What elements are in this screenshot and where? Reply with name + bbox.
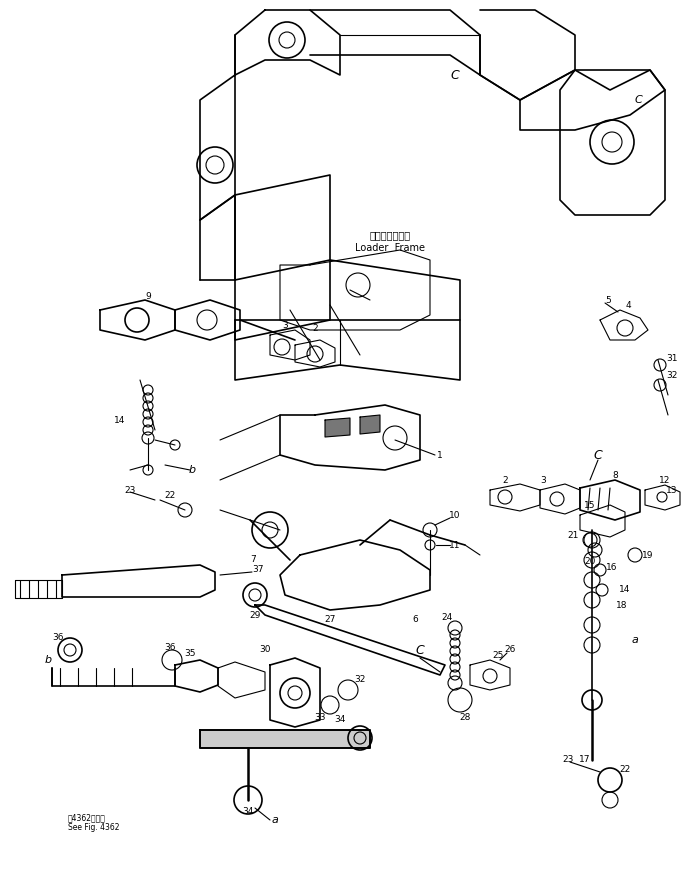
Polygon shape — [360, 415, 380, 434]
Text: 18: 18 — [617, 600, 627, 610]
Text: 9: 9 — [145, 292, 151, 300]
Text: 2: 2 — [502, 476, 508, 484]
Text: 14: 14 — [115, 415, 125, 424]
Text: 2: 2 — [312, 323, 318, 333]
Text: 7: 7 — [250, 556, 256, 564]
Text: 27: 27 — [325, 616, 336, 625]
Text: b: b — [44, 655, 52, 665]
Text: 34: 34 — [334, 715, 346, 725]
Text: 15: 15 — [584, 501, 596, 510]
Text: 19: 19 — [642, 550, 654, 559]
Text: C: C — [634, 95, 642, 105]
Text: 図4362図参照: 図4362図参照 — [68, 814, 106, 822]
Text: 3: 3 — [282, 321, 288, 329]
Text: 3: 3 — [540, 476, 546, 484]
Text: 32: 32 — [355, 676, 366, 685]
Text: 8: 8 — [612, 470, 618, 480]
Text: C: C — [415, 644, 424, 657]
Text: 16: 16 — [606, 564, 618, 572]
Text: See Fig. 4362: See Fig. 4362 — [68, 823, 119, 833]
Text: 24: 24 — [441, 613, 453, 623]
Text: 17: 17 — [579, 755, 591, 765]
Text: 12: 12 — [659, 476, 670, 484]
Text: C: C — [451, 69, 460, 82]
Text: 33: 33 — [314, 713, 326, 723]
Text: 22: 22 — [164, 490, 176, 499]
Text: 21: 21 — [567, 530, 579, 539]
Text: 23: 23 — [124, 485, 136, 495]
Text: 13: 13 — [666, 485, 678, 495]
Text: b: b — [188, 465, 196, 475]
Text: 23: 23 — [563, 755, 574, 765]
Text: 36: 36 — [164, 644, 176, 652]
Text: ローダフレーム: ローダフレーム — [370, 230, 411, 240]
Text: 10: 10 — [449, 510, 461, 519]
Text: 34: 34 — [242, 807, 254, 816]
Text: 14: 14 — [619, 585, 631, 595]
Text: 29: 29 — [250, 611, 261, 619]
Text: 1: 1 — [437, 450, 443, 460]
Text: 35: 35 — [184, 649, 196, 658]
Text: 20: 20 — [584, 557, 595, 566]
Text: 36: 36 — [53, 633, 63, 643]
Text: 4: 4 — [625, 300, 631, 309]
Text: 30: 30 — [259, 645, 271, 654]
Text: 37: 37 — [252, 565, 264, 575]
Text: 6: 6 — [412, 616, 418, 625]
Text: 31: 31 — [666, 354, 678, 362]
Text: 26: 26 — [504, 645, 516, 654]
Text: 25: 25 — [492, 651, 504, 659]
Text: 32: 32 — [666, 370, 678, 380]
Text: 5: 5 — [605, 295, 611, 305]
Text: 22: 22 — [619, 766, 631, 774]
Polygon shape — [200, 730, 370, 748]
Text: 11: 11 — [449, 541, 461, 550]
Text: a: a — [632, 635, 638, 645]
Text: a: a — [271, 815, 278, 825]
Text: Loader  Frame: Loader Frame — [355, 243, 425, 253]
Polygon shape — [325, 418, 350, 437]
Text: C: C — [593, 449, 602, 462]
Text: 28: 28 — [459, 713, 471, 723]
